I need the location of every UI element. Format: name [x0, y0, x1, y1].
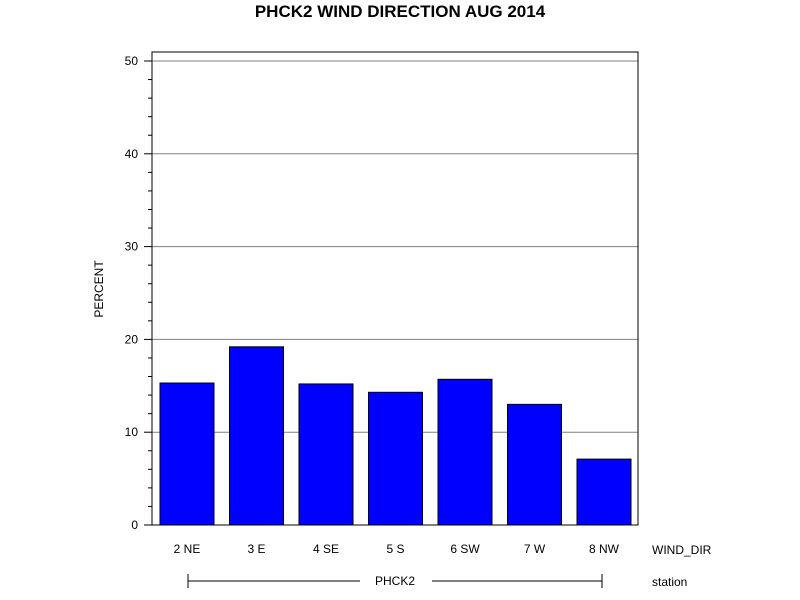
bar-5-s [368, 391, 423, 526]
x-category-label: 2 NE [174, 542, 201, 556]
x-category-label: 5 S [386, 542, 404, 556]
x-axis-category-labels: 2 NE 3 E 4 SE 5 S 6 SW 7 W 8 NW [174, 542, 620, 556]
y-tick-label: 20 [125, 332, 139, 346]
bar-8-nw [576, 458, 632, 526]
bar-3-e [229, 346, 284, 526]
y-tick-label: 10 [125, 425, 139, 439]
x-category-label: 4 SE [313, 542, 339, 556]
y-tick-label: 0 [131, 518, 138, 532]
chart-title: PHCK2 WIND DIRECTION AUG 2014 [255, 2, 546, 21]
y-tick-label: 50 [125, 54, 139, 68]
gridlines [152, 60, 638, 433]
x-axis-label: WIND_DIR [652, 543, 712, 557]
station-group-label: PHCK2 [375, 574, 415, 588]
y-axis-label: PERCENT [92, 260, 106, 318]
x-category-label: 3 E [247, 542, 265, 556]
bar-4-se [298, 383, 354, 526]
y-tick-label: 30 [125, 240, 139, 254]
x-category-label: 8 NW [589, 542, 620, 556]
bar-7-w [507, 403, 562, 526]
station-group-bracket: PHCK2 [187, 574, 603, 588]
x-category-label: 6 SW [450, 542, 480, 556]
station-axis-label: station [652, 575, 687, 589]
bar-6-sw [437, 378, 493, 526]
y-axis: 0 10 20 30 40 50 [125, 54, 152, 532]
x-category-label: 7 W [524, 542, 546, 556]
plot-area-frame [151, 51, 639, 526]
y-tick-label: 40 [125, 147, 139, 161]
bars [159, 346, 632, 526]
bar-2-ne [159, 382, 215, 526]
